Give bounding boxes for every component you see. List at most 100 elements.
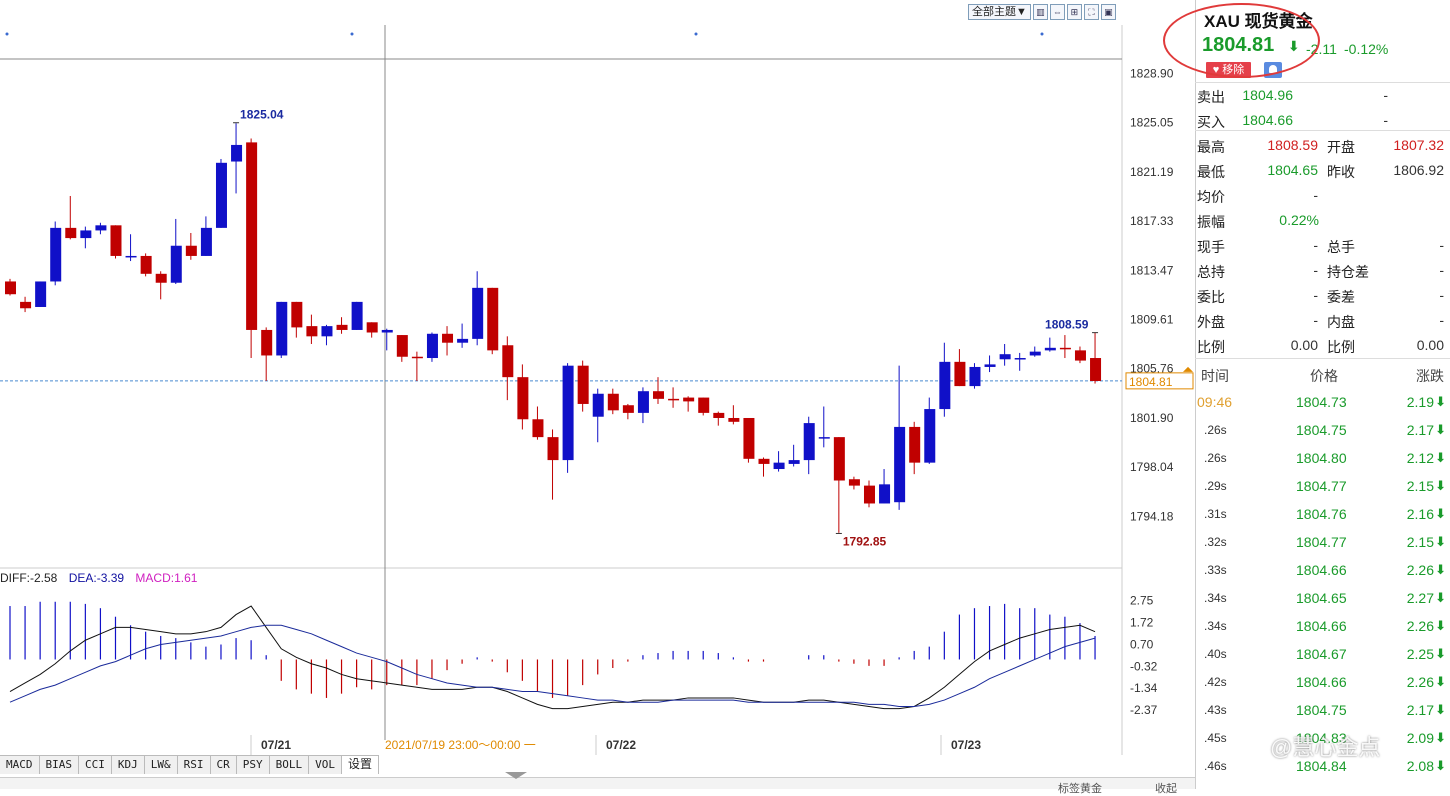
tick-price: 1804.76 <box>1296 506 1347 522</box>
quote-row: 总持 - 持仓差 - <box>1195 258 1450 283</box>
candle-body <box>261 329 273 356</box>
candle-body <box>984 364 996 367</box>
tab-bias[interactable]: BIAS <box>39 756 79 774</box>
tab-cci[interactable]: CCI <box>79 756 112 774</box>
candle-body <box>562 365 574 461</box>
tick-time: .34s <box>1204 591 1227 605</box>
pan-icon[interactable]: ⇔ <box>1049 4 1065 20</box>
ticks-header-price: 价格 <box>1310 368 1338 384</box>
candle-body <box>999 354 1011 360</box>
tick-row: .31s 1804.76 2.16 ⬇ <box>1195 501 1450 529</box>
tab-vol[interactable]: VOL <box>309 756 342 774</box>
candle-body <box>306 326 318 337</box>
ticks-header: 时间 价格 涨跌 <box>1195 361 1450 387</box>
tick-row: .33s 1804.66 2.26 ⬇ <box>1195 557 1450 585</box>
quote-panel: XAU 现货黄金 1804.81 ⬇ -2.11 -0.12% ♥ 移除 <box>1195 0 1450 789</box>
candle-body <box>592 393 604 417</box>
macd-tick-label: 1.72 <box>1130 616 1154 630</box>
dea-line <box>9 624 1096 707</box>
highlight-circle <box>1163 3 1320 78</box>
date-label: 07/22 <box>606 738 636 752</box>
quote-row: 振幅 0.22% <box>1195 208 1450 233</box>
tick-price: 1804.84 <box>1296 758 1347 774</box>
candle-body <box>426 333 438 359</box>
quote-row: 均价 - <box>1195 183 1450 208</box>
collapse-link[interactable]: 收起 <box>1155 783 1177 795</box>
quote-row: 比例 0.00 比例 0.00 <box>1195 333 1450 358</box>
candle-body <box>894 426 906 503</box>
candle-body <box>366 322 378 333</box>
tick-time: .26s <box>1204 423 1227 437</box>
price-tick-label: 1825.05 <box>1130 116 1174 130</box>
tick-price: 1804.73 <box>1296 394 1347 410</box>
quote-value: - <box>1313 287 1318 303</box>
candle-body <box>1059 347 1071 350</box>
quote-label: 总手 <box>1327 239 1355 255</box>
candle-body <box>457 338 469 343</box>
quote-value: - <box>1313 262 1318 278</box>
tick-change: 2.15 <box>1406 478 1434 494</box>
quote-label: 昨收 <box>1327 164 1355 180</box>
quote-label: 总持 <box>1197 264 1225 280</box>
down-arrow-icon: ⬇ <box>1435 702 1446 717</box>
candle-body <box>35 281 47 307</box>
tick-change: 2.25 <box>1406 646 1434 662</box>
restore-icon[interactable]: ▣ <box>1100 4 1116 20</box>
tab-psy[interactable]: PSY <box>236 756 270 774</box>
macd-label: MACD:1.61 <box>135 571 198 585</box>
diff-label: DIFF:-2.58 <box>0 571 58 585</box>
tick-change: 2.26 <box>1406 618 1434 634</box>
quote-label: 内盘 <box>1327 314 1355 330</box>
candle-body <box>20 301 32 309</box>
candle-body <box>848 479 860 486</box>
quote-row: 最高 1808.59 开盘 1807.32 <box>1195 133 1450 158</box>
tick-time: 09:46 <box>1197 394 1233 410</box>
collapse-arrow-icon[interactable] <box>505 772 527 780</box>
tab-cr[interactable]: CR <box>210 756 237 774</box>
theme-select[interactable]: 全部主题▼ <box>968 4 1031 20</box>
quote-value: - <box>1439 237 1444 253</box>
tick-time: .32s <box>1204 535 1227 549</box>
tick-row: .34s 1804.65 2.27 ⬇ <box>1195 585 1450 613</box>
tab-lw[interactable]: LW& <box>144 756 178 774</box>
quote-value: 1806.92 <box>1393 162 1444 178</box>
bottom-bar <box>0 777 1195 789</box>
candle-body <box>5 281 16 295</box>
fullscreen-icon[interactable]: ⛶ <box>1083 4 1099 20</box>
candle-body <box>1014 358 1026 360</box>
tick-row: .29s 1804.77 2.15 ⬇ <box>1195 473 1450 501</box>
tick-time: .43s <box>1204 703 1227 717</box>
quote-row: 外盘 - 内盘 - <box>1195 308 1450 333</box>
tab-macd[interactable]: MACD <box>0 756 40 774</box>
macd-legend: DIFF:-2.58 DEA:-3.39 MACD:1.61 <box>0 571 205 585</box>
tab-kdj[interactable]: KDJ <box>111 756 145 774</box>
tick-time: .34s <box>1204 619 1227 633</box>
macd-tick-label: -0.32 <box>1130 659 1158 673</box>
zoom-icon[interactable]: ⊞ <box>1066 4 1082 20</box>
tab-settings[interactable]: 设置 <box>342 756 380 774</box>
down-arrow-icon: ⬇ <box>1435 674 1446 689</box>
quote-label: 最高 <box>1197 139 1225 155</box>
chart-area[interactable]: 1828.90 1825.05 1821.19 1817.33 1813.47 1809.… <box>0 0 1195 789</box>
tab-rsi[interactable]: RSI <box>177 756 211 774</box>
tick-change: 2.17 <box>1406 422 1434 438</box>
down-arrow-icon: ⬇ <box>1435 394 1446 409</box>
price-tick-label: 1801.90 <box>1130 411 1174 425</box>
quote-label: 开盘 <box>1327 139 1355 155</box>
down-arrow-icon: ⬇ <box>1435 758 1446 773</box>
quote-value: 0.22% <box>1279 212 1319 228</box>
candle-body <box>969 366 981 387</box>
kline-icon[interactable]: ▥ <box>1032 4 1048 20</box>
tick-time: .26s <box>1204 451 1227 465</box>
candle-body <box>668 398 680 401</box>
candle-body <box>110 225 122 256</box>
current-price-box <box>1125 372 1194 390</box>
tick-time: .42s <box>1204 675 1227 689</box>
candle-body <box>547 437 559 461</box>
candle-body <box>396 335 408 357</box>
down-arrow-icon: ⬇ <box>1435 478 1446 493</box>
tab-boll[interactable]: BOLL <box>269 756 310 774</box>
candle-body <box>1090 358 1102 381</box>
candle-body <box>607 393 619 411</box>
macd-tick-label: -1.34 <box>1130 681 1158 695</box>
